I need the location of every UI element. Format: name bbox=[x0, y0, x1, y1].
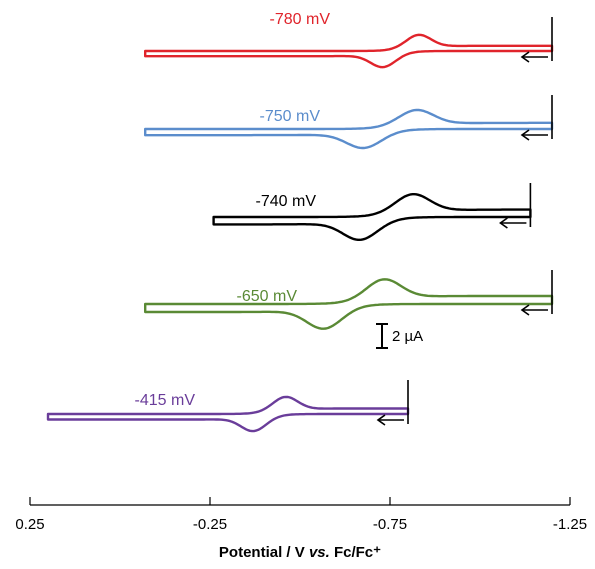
scan-markers-layer bbox=[376, 17, 553, 426]
scan-direction-arrow-2-head bbox=[520, 129, 530, 141]
x-tick-label-3: -0.75 bbox=[373, 516, 407, 533]
x-axis-label-part-2: vs. bbox=[309, 544, 330, 561]
cv-trace-2 bbox=[144, 108, 554, 150]
series-label-1: -780 mV bbox=[270, 11, 331, 28]
cv-trace-4 bbox=[144, 278, 554, 330]
cv-trace-3 bbox=[212, 193, 532, 241]
current-scale-bar: 2 µA bbox=[376, 323, 423, 349]
x-axis: 0.25 -0.25 -0.75 -1.25 Potential / V vs. Fc… bbox=[15, 497, 587, 561]
scan-direction-arrow-4-head bbox=[520, 304, 530, 316]
x-tick-label-2: -0.25 bbox=[193, 516, 227, 533]
scan-direction-arrow-5-head bbox=[376, 414, 386, 426]
x-axis-label-part-3: Fc/Fc⁺ bbox=[330, 544, 381, 561]
curves-layer bbox=[46, 33, 554, 433]
cv-trace-1 bbox=[144, 33, 554, 69]
series-label-4: -650 mV bbox=[237, 288, 298, 305]
x-ticks: 0.25 -0.25 -0.75 -1.25 bbox=[15, 497, 587, 533]
series-label-3: -740 mV bbox=[256, 193, 317, 210]
x-tick-label-4: -1.25 bbox=[553, 516, 587, 533]
cv-trace-5 bbox=[46, 395, 410, 433]
x-axis-label-part-1: Potential / V bbox=[219, 544, 309, 561]
series-labels-layer: -780 mV -750 mV -740 mV -650 mV -415 mV bbox=[135, 11, 331, 409]
series-label-5: -415 mV bbox=[135, 392, 196, 409]
scan-direction-arrow-3-head bbox=[499, 217, 508, 229]
scan-direction-arrow-1-head bbox=[520, 51, 530, 63]
x-tick-label-1: 0.25 bbox=[15, 516, 44, 533]
scale-bar-label: 2 µA bbox=[392, 328, 423, 345]
series-label-2: -750 mV bbox=[260, 108, 321, 125]
x-axis-label: Potential / V vs. Fc/Fc⁺ bbox=[219, 544, 381, 561]
